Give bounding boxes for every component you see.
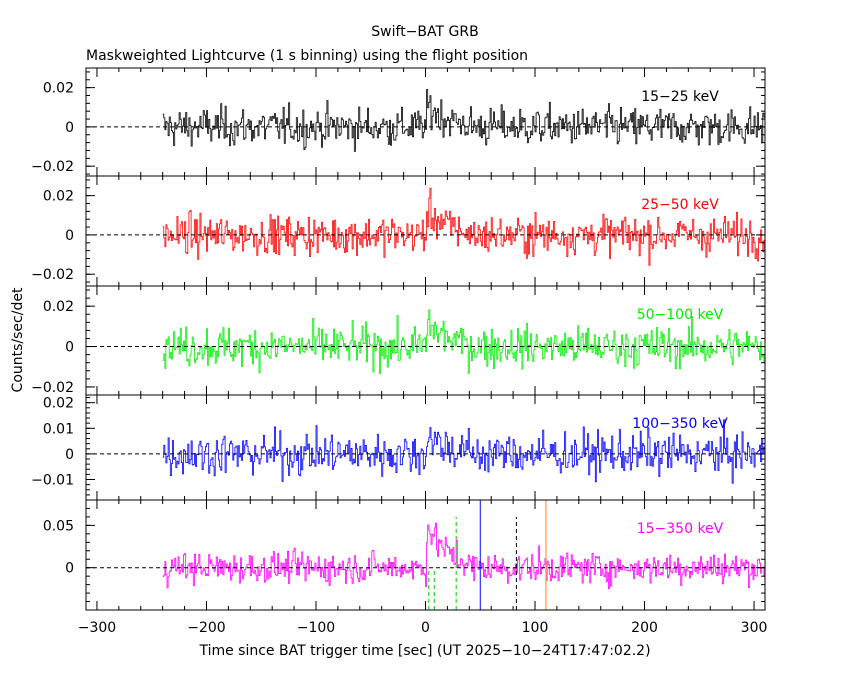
panel-4: 0 0.05 15−350 keV — [43, 499, 766, 611]
band-label: 100−350 keV — [632, 416, 728, 432]
y-tick-label: 0.02 — [43, 396, 74, 412]
series-line — [162, 89, 765, 152]
y-tick-label: 0 — [65, 340, 74, 356]
y-tick-label: 0 — [65, 561, 74, 577]
series-line — [162, 419, 765, 484]
panel-frame — [85, 499, 766, 611]
panel-2: −0.02 0 0.02 50−100 keV — [31, 285, 766, 396]
panel-frame — [85, 175, 766, 287]
band-label: 50−100 keV — [637, 307, 724, 323]
x-tick-label: −300 — [78, 620, 116, 636]
y-tick-label: −0.02 — [31, 267, 74, 283]
x-tick-label: 100 — [522, 620, 549, 636]
y-axis-label: Counts/sec/det — [10, 287, 26, 392]
chart-title: Swift−BAT GRB — [371, 24, 478, 40]
band-label: 25−50 keV — [641, 197, 719, 213]
y-tick-label: 0 — [65, 447, 74, 463]
panel-0: −0.02 0 0.02 15−25 keV — [31, 67, 766, 177]
y-tick-label: 0.02 — [43, 189, 74, 205]
x-tick-label: −100 — [297, 620, 335, 636]
y-tick-label: 0 — [65, 120, 74, 136]
y-tick-label: 0.05 — [43, 518, 74, 534]
panel-1: −0.02 0 0.02 25−50 keV — [31, 175, 766, 287]
x-tick-label: 300 — [741, 620, 768, 636]
x-tick-label: 0 — [421, 620, 430, 636]
band-label: 15−25 keV — [641, 89, 719, 105]
panel-3: −0.01 0 0.01 0.02 100−350 keV — [31, 394, 766, 501]
y-tick-label: 0 — [65, 228, 74, 244]
y-tick-label: 0.01 — [43, 421, 74, 437]
band-label: 15−350 keV — [637, 521, 724, 537]
y-tick-label: −0.02 — [31, 380, 74, 396]
y-tick-label: 0.02 — [43, 299, 74, 315]
x-axis-label: Time since BAT trigger time [sec] (UT 20… — [198, 643, 650, 659]
y-tick-label: −0.01 — [31, 473, 74, 489]
x-tick-label: −200 — [187, 620, 225, 636]
series-line — [162, 522, 765, 589]
y-tick-label: 0.02 — [43, 81, 74, 97]
x-tick-label: 200 — [631, 620, 658, 636]
y-tick-label: −0.02 — [31, 159, 74, 175]
chart-subtitle: Maskweighted Lightcurve (1 s binning) us… — [86, 48, 528, 64]
